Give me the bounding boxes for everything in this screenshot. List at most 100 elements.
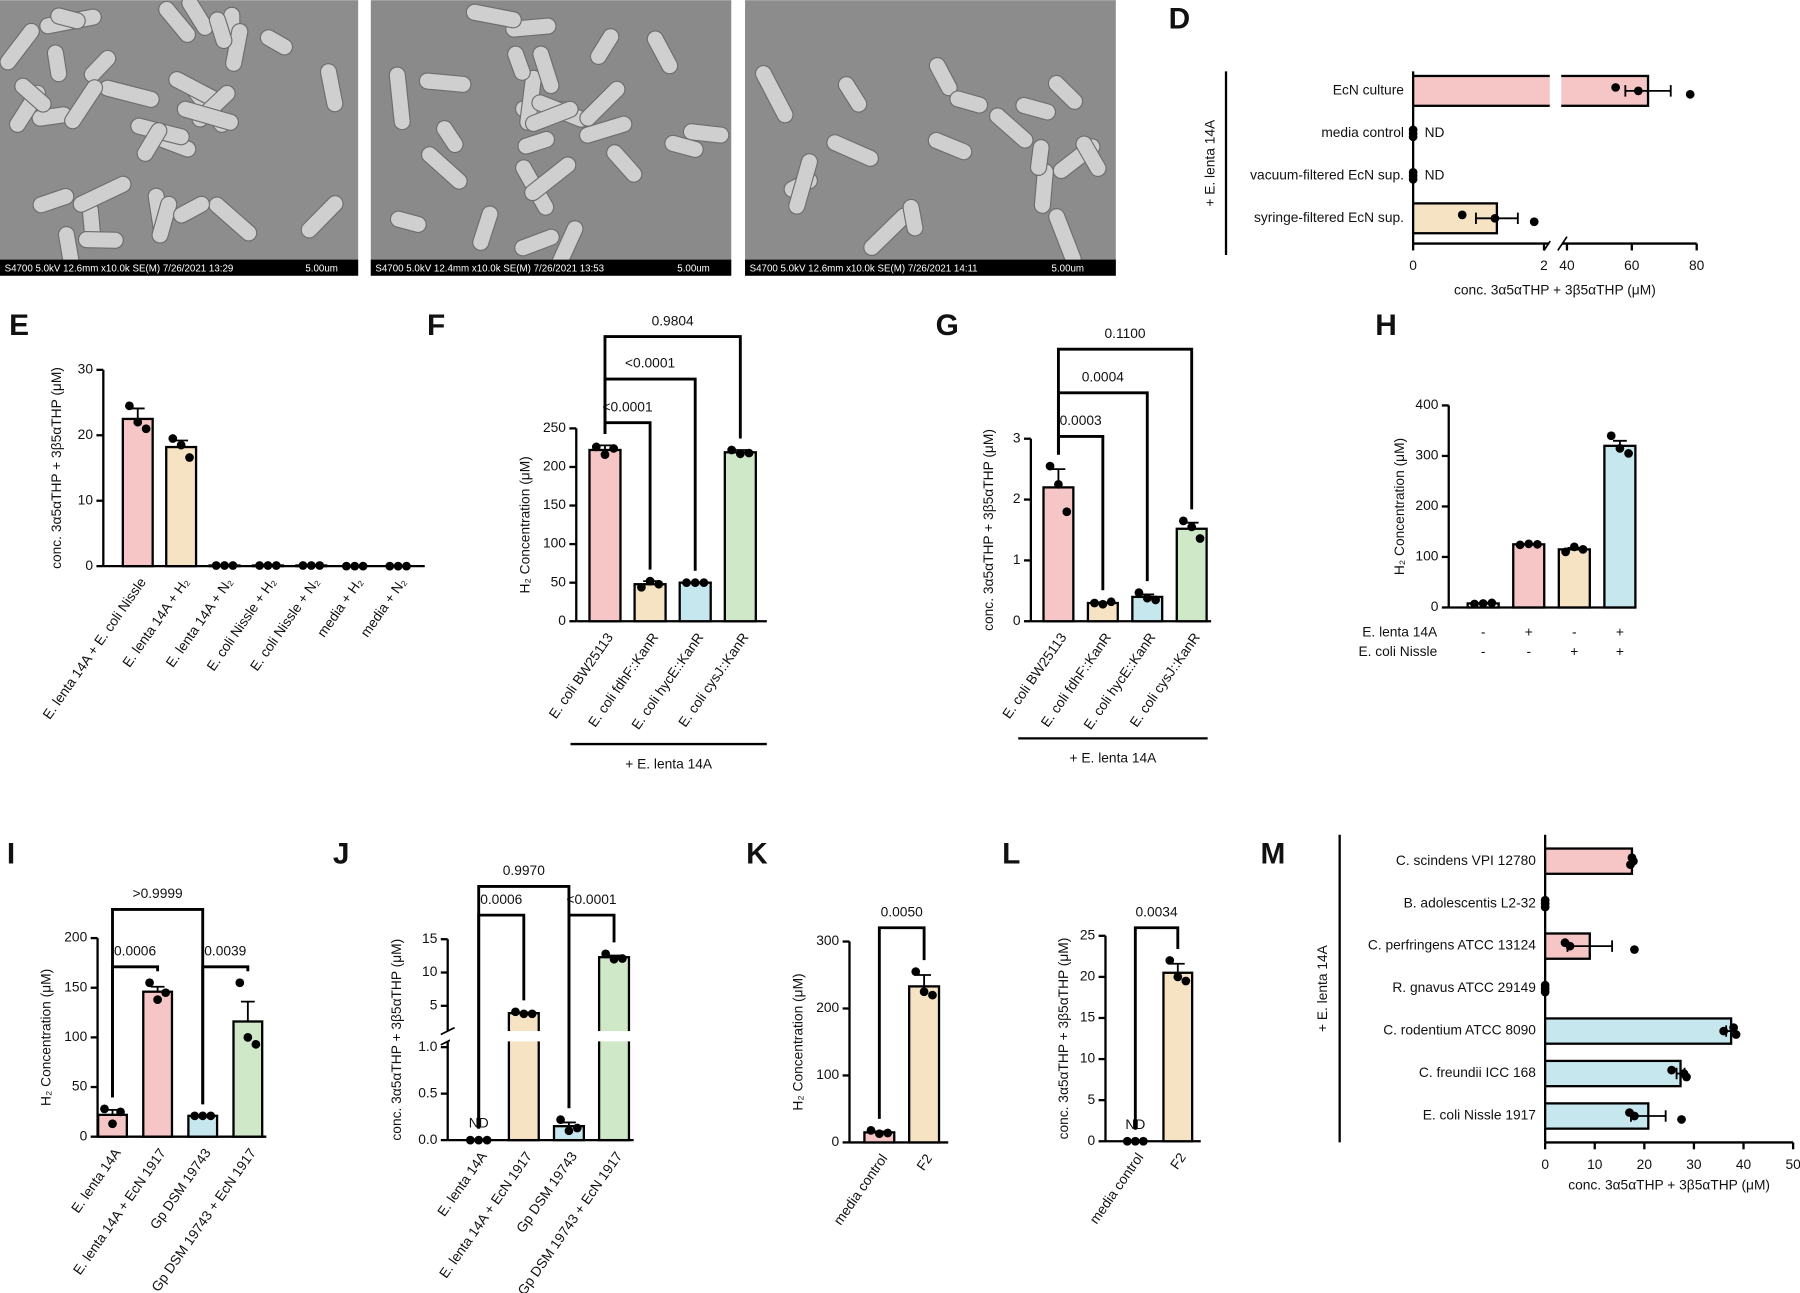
bacterium [524, 156, 577, 202]
data-point [198, 1111, 208, 1121]
y-tick-label: 0 [1013, 613, 1021, 628]
panel-letter: J [333, 837, 350, 870]
caption-strip [0, 259, 359, 276]
bar [1175, 527, 1208, 623]
p-value: <0.0001 [566, 892, 616, 907]
data-point [1630, 945, 1639, 954]
y-tick-label: 400 [1415, 397, 1438, 412]
data-point [744, 448, 754, 458]
panel-letter: F [427, 309, 445, 342]
p-value: 0.0006 [480, 892, 522, 907]
data-point [1682, 1072, 1691, 1082]
p-value: 0.0039 [204, 943, 246, 958]
y-tick-label: 150 [64, 979, 87, 994]
bacterium [319, 63, 344, 113]
data-point [168, 434, 178, 443]
bacterium [32, 187, 75, 214]
category-label: media control [1087, 1150, 1147, 1226]
data-point [1478, 599, 1488, 608]
y-tick-label: 100 [816, 1067, 839, 1082]
x-tick-label: 40 [1559, 258, 1575, 273]
y-tick-label: 100 [543, 536, 566, 551]
sem-scale: 5.00um [1052, 263, 1085, 274]
significance-bracket [111, 907, 205, 1105]
data-point [1515, 540, 1525, 550]
y-tick-label: 0 [80, 1128, 88, 1143]
data-point [511, 1007, 520, 1017]
condition-name: E. coli Nissle [1358, 644, 1437, 659]
data-point [1408, 132, 1418, 142]
p-value: >0.9999 [133, 886, 183, 901]
bacterium [788, 153, 819, 215]
y-tick-label: 20 [78, 427, 94, 442]
data-point [601, 949, 611, 959]
sem-caption: S4700 5.0kV 12.4mm x10.0k SE(M) 7/26/202… [375, 263, 604, 274]
data-point [645, 576, 655, 586]
bar [1544, 847, 1634, 875]
y-tick-label: 100 [64, 1029, 87, 1044]
sem-scale: 5.00um [305, 263, 338, 274]
panel-letter: K [746, 837, 768, 870]
x-tick-label: 30 [1686, 1157, 1702, 1172]
data-point [654, 579, 664, 589]
y-axis-label: H₂ Concentration (μM) [1392, 438, 1407, 575]
group-label: + E. lenta 14A [625, 756, 713, 771]
data-point [251, 1039, 261, 1049]
data-point [185, 453, 194, 462]
bacterium [578, 115, 633, 144]
data-point [1667, 1065, 1676, 1075]
data-point [108, 1119, 117, 1129]
data-point [1731, 1030, 1741, 1039]
bacterium [1047, 74, 1084, 110]
group-label: + E. lenta 14A [1315, 944, 1330, 1032]
bacterium [300, 195, 344, 239]
y-tick-label: 250 [543, 420, 566, 435]
p-value: 0.9804 [652, 313, 694, 328]
bacterium [72, 175, 132, 213]
data-point [1529, 217, 1539, 227]
data-point [145, 978, 154, 988]
data-point [699, 578, 709, 588]
data-point [735, 449, 745, 459]
error-bar [1624, 85, 1672, 97]
data-point [1606, 431, 1616, 441]
p-value: <0.0001 [625, 356, 675, 371]
axis-gap [1549, 71, 1562, 242]
condition-mark: + [1570, 644, 1578, 659]
data-point [609, 954, 619, 964]
data-point [1151, 595, 1160, 605]
data-point [609, 444, 619, 453]
bacterium [181, 0, 214, 36]
y-axis-label: conc. 3α5αTHP + 3β5αTHP (μM) [389, 939, 404, 1141]
bacterium [517, 130, 556, 155]
data-point [618, 954, 627, 963]
p-value: 0.0004 [1082, 370, 1124, 385]
axis-break [440, 1026, 455, 1036]
bacterium [259, 29, 294, 56]
condition-mark: - [1572, 624, 1577, 639]
bacterium [606, 144, 643, 183]
data-point [1195, 534, 1205, 543]
data-point [1134, 588, 1144, 598]
sem-caption: S4700 5.0kV 12.6mm x10.0k SE(M) 7/26/202… [5, 263, 234, 274]
group-label: + E. lenta 14A [1070, 751, 1158, 766]
data-point [572, 1123, 582, 1133]
panel-letter: D [1169, 3, 1191, 36]
bacterium [949, 90, 989, 114]
y-axis-label: conc. 3α5αTHP + 3β5αTHP (μM) [981, 429, 996, 631]
bacterium [514, 228, 560, 257]
error-bar [1170, 962, 1185, 973]
data-point [1139, 1136, 1148, 1146]
condition-name: E. lenta 14A [1362, 624, 1438, 639]
bacterium [172, 195, 211, 224]
bacterium [927, 131, 973, 161]
data-point [883, 1128, 893, 1138]
data-point [1540, 902, 1550, 912]
category-label: E. coli Nissle 1917 [1423, 1108, 1536, 1123]
p-value: <0.0001 [602, 399, 652, 414]
y-tick-label: 1.0 [418, 1039, 437, 1054]
bacterium [507, 45, 531, 81]
significance-bracket [877, 926, 926, 1119]
y-tick-label: 1 [1013, 552, 1021, 567]
y-tick-label: 0 [832, 1134, 840, 1149]
